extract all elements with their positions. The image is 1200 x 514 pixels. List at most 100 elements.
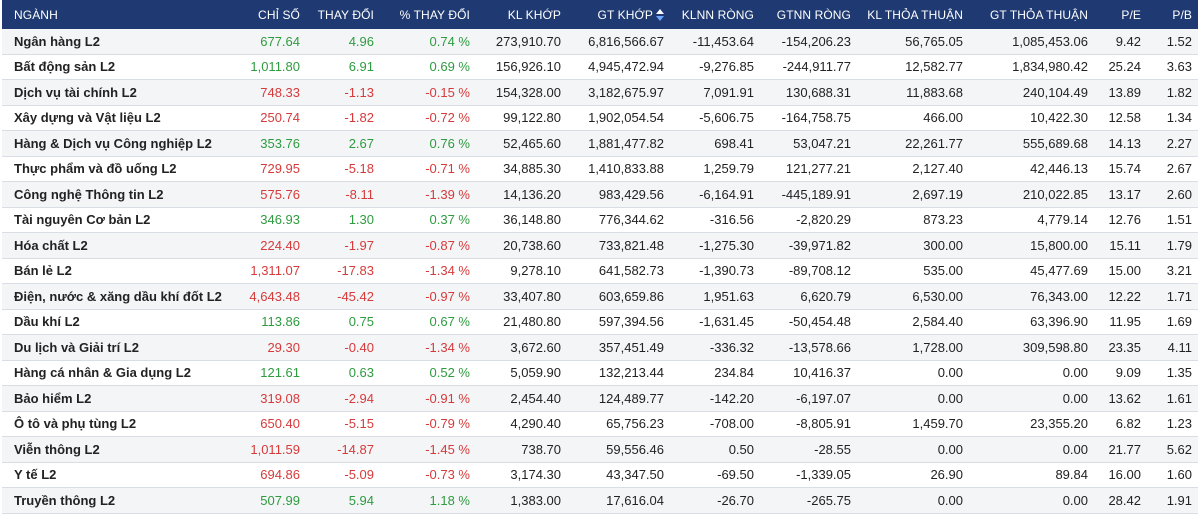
pe-value: 12.76 <box>1094 207 1147 233</box>
gt-khop-value: 4,945,472.94 <box>567 54 670 80</box>
index-value: 224.40 <box>240 233 306 259</box>
gt-khop-value: 1,902,054.54 <box>567 105 670 131</box>
pct-change-value: -0.87 % <box>380 233 476 259</box>
kl-khop-value: 4,290.40 <box>476 411 567 437</box>
sector-name[interactable]: Dịch vụ tài chính L2 <box>2 80 240 106</box>
table-row[interactable]: Y tế L2 694.86 -5.09 -0.73 % 3,174.30 43,347.… <box>2 462 1198 488</box>
kl-khop-value: 20,738.60 <box>476 233 567 259</box>
table-row[interactable]: Dịch vụ tài chính L2 748.33 -1.13 -0.15 % 15… <box>2 80 1198 106</box>
table-row[interactable]: Tài nguyên Cơ bản L2 346.93 1.30 0.37 % 36,1… <box>2 207 1198 233</box>
table-row[interactable]: Thực phẩm và đồ uống L2 729.95 -5.18 -0.71 … <box>2 156 1198 182</box>
col-header-pe[interactable]: P/E <box>1094 0 1147 29</box>
sector-name[interactable]: Bất động sản L2 <box>2 54 240 80</box>
table-row[interactable]: Truyền thông L2 507.99 5.94 1.18 % 1,383.00 1… <box>2 488 1198 514</box>
kl-thoa-thuan-value: 0.00 <box>857 386 969 412</box>
pct-change-value: -0.72 % <box>380 105 476 131</box>
sector-name[interactable]: Hóa chất L2 <box>2 233 240 259</box>
kl-thoa-thuan-value: 0.00 <box>857 488 969 514</box>
pe-value: 25.24 <box>1094 54 1147 80</box>
index-value: 319.08 <box>240 386 306 412</box>
pb-value: 3.63 <box>1147 54 1198 80</box>
sector-name[interactable]: Viễn thông L2 <box>2 437 240 463</box>
gt-khop-value: 6,816,566.67 <box>567 29 670 55</box>
col-header-klnn-rong[interactable]: KLNN RÒNG <box>670 0 760 29</box>
sector-name[interactable]: Ngân hàng L2 <box>2 29 240 55</box>
sector-name[interactable]: Công nghệ Thông tin L2 <box>2 182 240 208</box>
pb-value: 1.69 <box>1147 309 1198 335</box>
change-value: -5.18 <box>306 156 380 182</box>
sector-name[interactable]: Du lịch và Giải trí L2 <box>2 335 240 361</box>
sector-name[interactable]: Dầu khí L2 <box>2 309 240 335</box>
klnn-rong-value: -1,390.73 <box>670 258 760 284</box>
sector-name[interactable]: Hàng & Dịch vụ Công nghiệp L2 <box>2 131 240 157</box>
kl-thoa-thuan-value: 300.00 <box>857 233 969 259</box>
index-value: 1,311.07 <box>240 258 306 284</box>
table-row[interactable]: Hàng cá nhân & Gia dụng L2 121.61 0.63 0.52… <box>2 360 1198 386</box>
gt-thoa-thuan-value: 23,355.20 <box>969 411 1094 437</box>
table-row[interactable]: Xây dựng và Vật liệu L2 250.74 -1.82 -0.72 … <box>2 105 1198 131</box>
sector-name[interactable]: Bán lẻ L2 <box>2 258 240 284</box>
col-header-gt-khop[interactable]: GT KHỚP <box>567 0 670 29</box>
table-row[interactable]: Bảo hiểm L2 319.08 -2.94 -0.91 % 2,454.40 124… <box>2 386 1198 412</box>
col-header-pct-thay-doi[interactable]: % THAY ĐỔI <box>380 0 476 29</box>
pct-change-value: 1.18 % <box>380 488 476 514</box>
col-header-gt-thoa-thuan[interactable]: GT THỎA THUẬN <box>969 0 1094 29</box>
kl-khop-value: 36,148.80 <box>476 207 567 233</box>
table-row[interactable]: Công nghệ Thông tin L2 575.76 -8.11 -1.39 %… <box>2 182 1198 208</box>
table-row[interactable]: Hàng & Dịch vụ Công nghiệp L2 353.76 2.67 0… <box>2 131 1198 157</box>
klnn-rong-value: 698.41 <box>670 131 760 157</box>
col-header-kl-thoa-thuan[interactable]: KL THỎA THUẬN <box>857 0 969 29</box>
change-value: -14.87 <box>306 437 380 463</box>
col-header-thay-doi[interactable]: THAY ĐỔI <box>306 0 380 29</box>
table-row[interactable]: Ô tô và phụ tùng L2 650.40 -5.15 -0.79 % 4,2… <box>2 411 1198 437</box>
col-header-nganh[interactable]: NGÀNH <box>2 0 240 29</box>
sector-name[interactable]: Truyền thông L2 <box>2 488 240 514</box>
index-value: 729.95 <box>240 156 306 182</box>
pb-value: 3.21 <box>1147 258 1198 284</box>
klnn-rong-value: 0.50 <box>670 437 760 463</box>
sector-name[interactable]: Hàng cá nhân & Gia dụng L2 <box>2 360 240 386</box>
kl-thoa-thuan-value: 56,765.05 <box>857 29 969 55</box>
pb-value: 1.91 <box>1147 488 1198 514</box>
table-row[interactable]: Ngân hàng L2 677.64 4.96 0.74 % 273,910.70 6,… <box>2 29 1198 55</box>
table-row[interactable]: Điện, nước & xăng dầu khí đốt L2 4,643.48… <box>2 284 1198 310</box>
sector-name[interactable]: Điện, nước & xăng dầu khí đốt L2 <box>2 284 240 310</box>
sector-name[interactable]: Y tế L2 <box>2 462 240 488</box>
pe-value: 13.89 <box>1094 80 1147 106</box>
gt-thoa-thuan-value: 15,800.00 <box>969 233 1094 259</box>
gt-thoa-thuan-value: 4,779.14 <box>969 207 1094 233</box>
change-value: -5.09 <box>306 462 380 488</box>
klnn-rong-value: 7,091.91 <box>670 80 760 106</box>
table-row[interactable]: Hóa chất L2 224.40 -1.97 -0.87 % 20,738.60 73… <box>2 233 1198 259</box>
index-value: 650.40 <box>240 411 306 437</box>
table-row[interactable]: Viễn thông L2 1,011.59 -14.87 -1.45 % 738.70… <box>2 437 1198 463</box>
kl-thoa-thuan-value: 535.00 <box>857 258 969 284</box>
sector-name[interactable]: Bảo hiểm L2 <box>2 386 240 412</box>
change-value: 5.94 <box>306 488 380 514</box>
gtnn-rong-value: 6,620.79 <box>760 284 857 310</box>
sort-desc-icon[interactable] <box>656 9 664 22</box>
pe-value: 11.95 <box>1094 309 1147 335</box>
table-row[interactable]: Bán lẻ L2 1,311.07 -17.83 -1.34 % 9,278.10 64… <box>2 258 1198 284</box>
klnn-rong-value: -708.00 <box>670 411 760 437</box>
klnn-rong-value: 1,259.79 <box>670 156 760 182</box>
kl-khop-value: 156,926.10 <box>476 54 567 80</box>
kl-khop-value: 21,480.80 <box>476 309 567 335</box>
col-header-gtnn-rong[interactable]: GTNN RÒNG <box>760 0 857 29</box>
sector-name[interactable]: Thực phẩm và đồ uống L2 <box>2 156 240 182</box>
kl-thoa-thuan-value: 1,728.00 <box>857 335 969 361</box>
kl-thoa-thuan-value: 11,883.68 <box>857 80 969 106</box>
sector-name[interactable]: Tài nguyên Cơ bản L2 <box>2 207 240 233</box>
col-header-pb[interactable]: P/B <box>1147 0 1198 29</box>
sector-name[interactable]: Ô tô và phụ tùng L2 <box>2 411 240 437</box>
sector-name[interactable]: Xây dựng và Vật liệu L2 <box>2 105 240 131</box>
col-header-chi-so[interactable]: CHỈ SỐ <box>240 0 306 29</box>
kl-khop-value: 273,910.70 <box>476 29 567 55</box>
table-row[interactable]: Du lịch và Giải trí L2 29.30 -0.40 -1.34 % 3… <box>2 335 1198 361</box>
table-row[interactable]: Bất động sản L2 1,011.80 6.91 0.69 % 156,926… <box>2 54 1198 80</box>
table-row[interactable]: Dầu khí L2 113.86 0.75 0.67 % 21,480.80 597,3… <box>2 309 1198 335</box>
col-header-kl-khop[interactable]: KL KHỚP <box>476 0 567 29</box>
change-value: -1.82 <box>306 105 380 131</box>
kl-khop-value: 14,136.20 <box>476 182 567 208</box>
